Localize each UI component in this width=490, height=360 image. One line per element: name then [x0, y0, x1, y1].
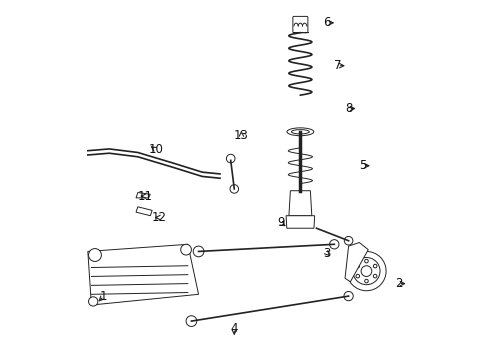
Polygon shape [88, 244, 198, 305]
Polygon shape [136, 207, 152, 216]
Circle shape [365, 259, 368, 263]
Circle shape [89, 297, 98, 306]
Text: 8: 8 [345, 102, 352, 115]
Circle shape [344, 237, 353, 245]
Text: 12: 12 [152, 211, 167, 224]
FancyBboxPatch shape [293, 17, 308, 33]
Polygon shape [136, 193, 150, 198]
Circle shape [373, 274, 377, 278]
Text: 4: 4 [230, 322, 238, 335]
Text: 2: 2 [395, 277, 402, 290]
Polygon shape [345, 243, 368, 282]
Circle shape [344, 292, 353, 301]
Text: 9: 9 [277, 216, 285, 229]
Circle shape [356, 264, 360, 268]
Text: 3: 3 [323, 247, 331, 260]
Text: 5: 5 [359, 159, 367, 172]
Text: 11: 11 [138, 190, 152, 203]
Circle shape [365, 279, 368, 283]
Polygon shape [289, 191, 312, 216]
Circle shape [356, 274, 360, 278]
Ellipse shape [292, 130, 309, 134]
Text: 6: 6 [323, 16, 331, 29]
Circle shape [181, 244, 192, 255]
Polygon shape [286, 216, 315, 228]
Circle shape [361, 266, 372, 276]
Circle shape [89, 249, 101, 261]
Circle shape [226, 154, 235, 163]
Ellipse shape [287, 128, 314, 136]
Circle shape [330, 240, 339, 249]
Text: 7: 7 [334, 59, 342, 72]
Circle shape [353, 257, 380, 285]
Circle shape [347, 251, 386, 291]
Circle shape [193, 246, 204, 257]
Circle shape [186, 316, 197, 327]
Text: 13: 13 [234, 129, 249, 142]
Circle shape [373, 264, 377, 268]
Text: 1: 1 [100, 289, 108, 303]
Text: 10: 10 [148, 143, 163, 156]
Circle shape [230, 185, 239, 193]
